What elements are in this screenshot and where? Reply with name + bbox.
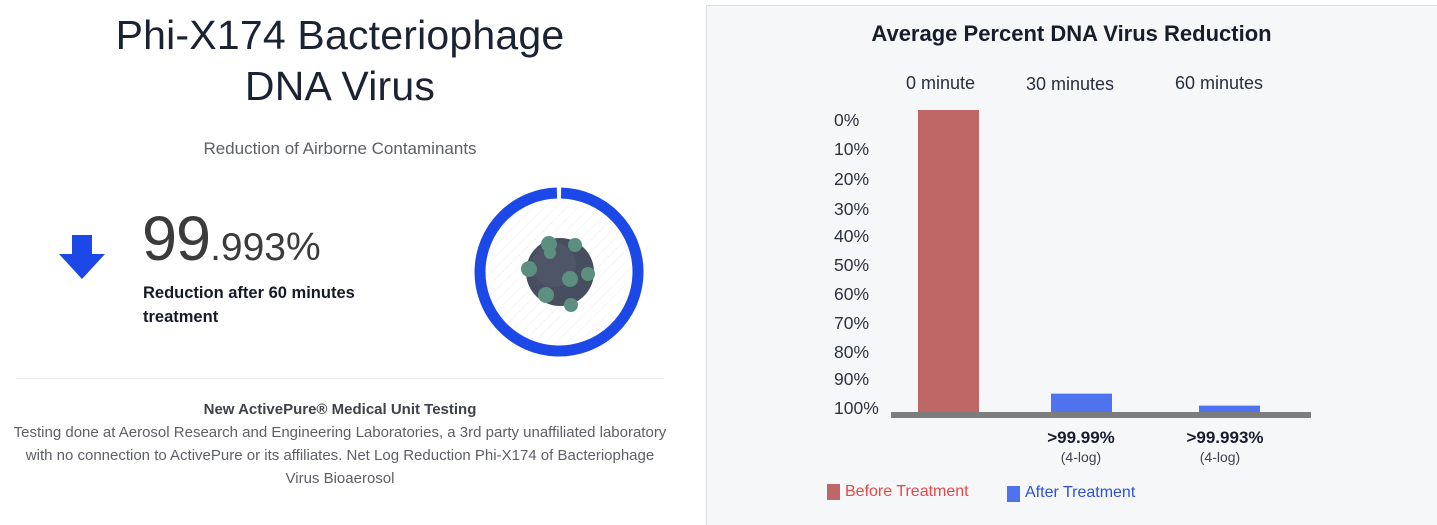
- note-title: New ActivePure® Medical Unit Testing: [203, 401, 477, 418]
- chart-panel: [706, 5, 1437, 525]
- stat-decimal: .993%: [210, 226, 321, 269]
- y-tick: 60%: [834, 284, 870, 304]
- y-tick: 20%: [834, 169, 870, 189]
- legend-label-before-treatment: Before Treatment: [845, 483, 969, 500]
- chart-title: Average Percent DNA Virus Reduction: [871, 21, 1272, 46]
- legend-swatch-before-treatment: [827, 484, 840, 500]
- virus-summary-panel: Phi-X174 Bacteriophage DNA Virus Reducti…: [0, 0, 680, 525]
- arrow-down-icon: [59, 235, 105, 279]
- divider: [16, 378, 664, 379]
- title-line-2: DNA Virus: [244, 63, 436, 109]
- page-title: Phi-X174 Bacteriophage DNA Virus: [0, 10, 680, 112]
- bar-after-treatment-60-minutes: [1199, 405, 1260, 412]
- y-tick: 70%: [834, 313, 870, 333]
- reduction-stat: 99.993%: [142, 203, 321, 275]
- testing-note: New ActivePure® Medical Unit Testing Tes…: [12, 398, 668, 490]
- bar-after-treatment-30-minutes: [1051, 393, 1112, 412]
- subtitle: Reduction of Airborne Contaminants: [203, 139, 477, 158]
- value-label-30-minutes: >99.99%: [1047, 428, 1115, 447]
- value-sublabel-30-minutes: (4-log): [1060, 449, 1102, 465]
- note-body: Testing done at Aerosol Research and Eng…: [13, 424, 667, 487]
- legend-label-after-treatment: After Treatment: [1025, 484, 1136, 501]
- virus-icon: [521, 236, 595, 312]
- y-tick: 0%: [834, 110, 860, 130]
- y-tick: 100%: [834, 398, 879, 418]
- legend-swatch-after-treatment: [1007, 486, 1020, 502]
- y-tick: 40%: [834, 226, 870, 246]
- title-line-1: Phi-X174 Bacteriophage: [115, 12, 565, 58]
- value-sublabel-60-minutes: (4-log): [1199, 449, 1241, 465]
- x-axis-baseline: [891, 412, 1311, 418]
- category-label-60-minutes: 60 minutes: [1175, 73, 1264, 93]
- y-tick: 50%: [834, 255, 870, 275]
- y-tick: 30%: [834, 199, 870, 219]
- stat-label: Reduction after 60 minutes treatment: [143, 284, 355, 326]
- category-label-30-minutes: 30 minutes: [1026, 74, 1115, 94]
- stat-integer: 99: [142, 204, 211, 274]
- bar-before-treatment-0-minute: [918, 110, 979, 412]
- category-label-0-minute: 0 minute: [906, 73, 976, 93]
- y-tick: 90%: [834, 369, 870, 389]
- virus-ring-graphic: [474, 187, 644, 357]
- y-tick: 80%: [834, 342, 870, 362]
- value-label-60-minutes: >99.993%: [1186, 428, 1264, 447]
- y-tick: 10%: [834, 139, 870, 159]
